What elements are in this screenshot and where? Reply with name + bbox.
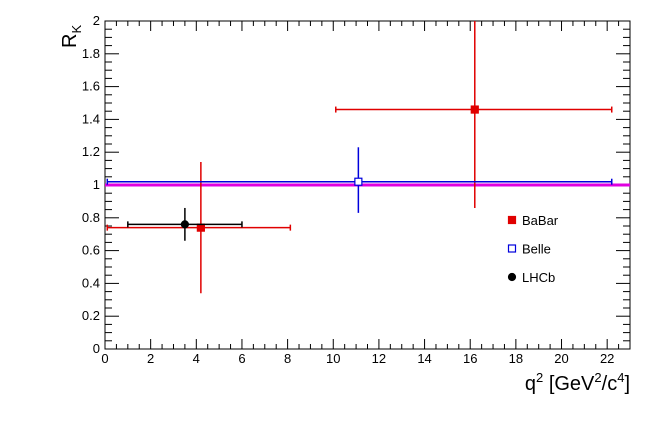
x-tick-label: 4	[193, 351, 200, 366]
y-tick-label: 0	[93, 341, 100, 356]
y-axis-label: RK	[59, 25, 84, 48]
data-point	[180, 220, 189, 229]
x-tick-label: 6	[238, 351, 245, 366]
x-axis-label-part: 2	[536, 370, 543, 385]
x-tick-label: 10	[326, 351, 340, 366]
legend-label: Belle	[522, 242, 551, 257]
y-tick-label: 1.4	[82, 111, 100, 126]
x-axis-label-part: q	[525, 373, 536, 395]
x-axis-label: q2 [GeV2/c4]	[525, 370, 630, 395]
y-tick-label: 0.6	[82, 243, 100, 258]
legend-marker	[507, 244, 517, 253]
legend-label: LHCb	[522, 270, 555, 285]
x-tick-label: 22	[600, 351, 614, 366]
legend-marker	[507, 272, 517, 282]
legend-marker	[507, 215, 517, 225]
y-tick-label: 0.4	[82, 275, 100, 290]
data-point	[470, 105, 479, 114]
x-axis-label-part: [GeV	[543, 373, 595, 395]
y-tick-label: 0.2	[82, 308, 100, 323]
y-tick-label: 1	[93, 177, 100, 192]
y-tick-label: 1.6	[82, 79, 100, 94]
x-tick-label: 0	[101, 351, 108, 366]
x-tick-label: 16	[463, 351, 477, 366]
x-axis-label-part: /c	[602, 373, 618, 395]
x-tick-label: 14	[417, 351, 431, 366]
y-tick-label: 1.8	[82, 46, 100, 61]
x-tick-label: 12	[372, 351, 386, 366]
x-axis-label-part: 4	[617, 370, 624, 385]
y-axis-label-part: K	[69, 25, 84, 34]
x-tick-label: 8	[284, 351, 291, 366]
x-axis-label-part: 2	[594, 370, 601, 385]
data-point	[354, 177, 363, 186]
y-tick-label: 0.8	[82, 210, 100, 225]
x-tick-label: 20	[554, 351, 568, 366]
y-axis-label-part: R	[59, 34, 81, 48]
x-tick-label: 18	[509, 351, 523, 366]
data-point	[196, 223, 205, 232]
x-axis-label-part: ]	[624, 373, 630, 395]
y-tick-label: 2	[93, 13, 100, 28]
y-tick-label: 1.2	[82, 144, 100, 159]
legend-label: BaBar	[522, 213, 559, 228]
x-tick-label: 2	[147, 351, 154, 366]
